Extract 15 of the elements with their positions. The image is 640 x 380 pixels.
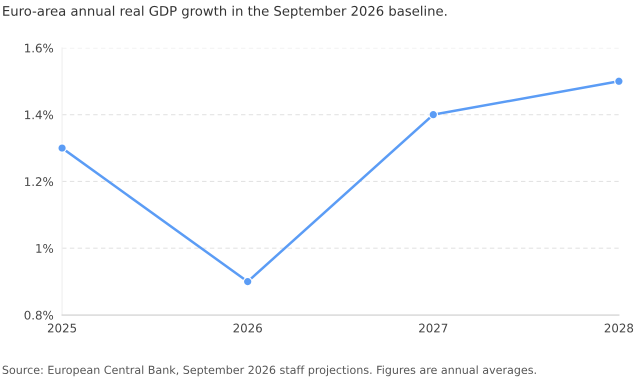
point	[428, 110, 438, 120]
point	[57, 143, 67, 153]
y-tick-label: 0.8%	[24, 310, 54, 320]
x-tick-label: 2028	[604, 324, 634, 332]
y-tick-label: 1.2%	[25, 177, 54, 186]
point	[242, 276, 252, 286]
chart-title: Euro-area annual real GDP growth in the September 2026 baseline.	[3, 6, 446, 18]
source-note: Source: European Central Bank, September 2026 staff projections. Figures are annual averages.	[2, 365, 536, 376]
x-tick-label: 2026	[234, 324, 262, 332]
point	[614, 76, 624, 86]
y-tick-label: 1%	[36, 244, 54, 253]
y-tick-label: 1.6%	[25, 44, 54, 53]
y-tick-label: 1.4%	[25, 110, 54, 120]
x-tick-label: 2027	[419, 324, 448, 332]
x-tick-label: 2025	[48, 324, 76, 332]
